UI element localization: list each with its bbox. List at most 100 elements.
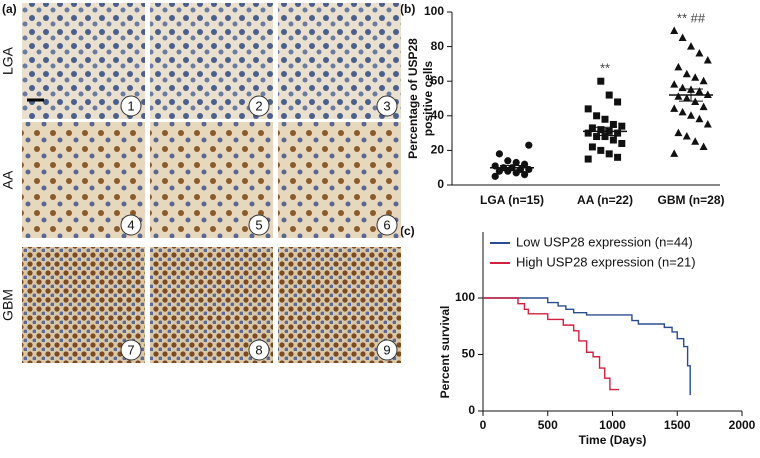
point [597, 77, 605, 85]
point [605, 91, 613, 99]
point [703, 55, 712, 64]
y-tick-label: 100 [424, 4, 444, 18]
y-tick-label: 0 [468, 403, 475, 417]
point [695, 114, 704, 123]
point [687, 111, 695, 119]
survival-curve [483, 297, 691, 396]
point [618, 122, 626, 130]
point [674, 128, 683, 137]
number-badge [376, 214, 398, 236]
point [670, 80, 679, 88]
tile-number: 8 [255, 342, 262, 357]
point [674, 92, 683, 100]
y-tick-label: 50 [462, 347, 476, 361]
point [670, 26, 679, 35]
point [609, 136, 617, 144]
tile-number: 7 [127, 342, 134, 357]
point [695, 87, 704, 95]
point [584, 155, 592, 163]
legend-label: Low USP28 expression (n=44) [516, 234, 693, 249]
point [521, 160, 529, 168]
number-badge [248, 95, 270, 117]
point [491, 162, 499, 170]
point [691, 73, 700, 81]
row-label: LGA [0, 46, 16, 75]
survival-curve [483, 297, 619, 391]
point [597, 126, 605, 134]
x-axis-label: Time (Days) [579, 433, 647, 447]
point [588, 124, 596, 132]
x-tick-label: 2000 [729, 418, 756, 432]
x-tick-label: GBM (n=28) [657, 193, 724, 207]
number-badge [376, 339, 398, 361]
x-tick-label: AA (n=22) [577, 193, 633, 207]
panel-label: (a) [2, 2, 17, 16]
tile-number: 5 [255, 217, 262, 232]
panel-label: (b) [400, 2, 415, 16]
number-badge [120, 95, 142, 117]
point [614, 98, 622, 106]
point [588, 143, 596, 151]
point [601, 115, 609, 123]
point [699, 102, 708, 111]
point [584, 105, 592, 113]
x-tick-label: 0 [480, 418, 487, 432]
tile-number: 4 [127, 217, 134, 232]
point [618, 139, 626, 147]
y-axis-label: positive cells [421, 60, 435, 136]
y-tick-label: 60 [431, 73, 445, 87]
point [593, 133, 601, 141]
y-axis-label: Percentage of USP28 [406, 38, 420, 159]
annotation: ** [600, 61, 610, 76]
point [699, 142, 708, 150]
point [670, 149, 679, 157]
point [525, 141, 533, 149]
tile-number: 2 [255, 98, 262, 113]
point [682, 69, 691, 78]
point [584, 129, 592, 137]
point [695, 49, 704, 57]
point [682, 94, 691, 102]
point [687, 42, 695, 50]
point [495, 150, 503, 158]
row-label: AA [0, 170, 16, 189]
point [512, 158, 520, 167]
point [678, 107, 687, 116]
point [674, 62, 683, 71]
point [678, 83, 687, 92]
x-tick-label: 1000 [599, 418, 626, 432]
x-tick-label: LGA (n=15) [480, 193, 544, 207]
number-badge [376, 95, 398, 117]
point [593, 112, 601, 120]
point [601, 133, 609, 141]
point [521, 171, 529, 179]
y-tick-label: 80 [431, 39, 445, 53]
point [691, 137, 700, 145]
point [614, 153, 622, 161]
row-label: GBM [0, 289, 16, 321]
point [504, 157, 512, 165]
number-badge [120, 214, 142, 236]
point [678, 33, 687, 41]
y-tick-label: 100 [455, 290, 475, 304]
number-badge [120, 339, 142, 361]
y-tick-label: 20 [431, 143, 445, 157]
number-badge [248, 339, 270, 361]
legend-label: High USP28 expression (n=21) [516, 254, 696, 269]
tile-number: 9 [383, 342, 390, 357]
annotation: ** ## [677, 10, 706, 25]
number-badge [248, 214, 270, 236]
y-axis-label: Percent survival [438, 306, 452, 399]
panel-label: (c) [400, 224, 415, 238]
x-tick-label: 500 [538, 418, 558, 432]
point [614, 129, 622, 137]
tile-number: 3 [383, 98, 390, 113]
y-tick-label: 40 [431, 108, 445, 122]
point [609, 120, 617, 128]
point [703, 119, 712, 128]
point [699, 76, 708, 85]
y-tick-label: 0 [437, 177, 444, 191]
x-tick-label: 1500 [664, 418, 691, 432]
point [597, 146, 605, 154]
